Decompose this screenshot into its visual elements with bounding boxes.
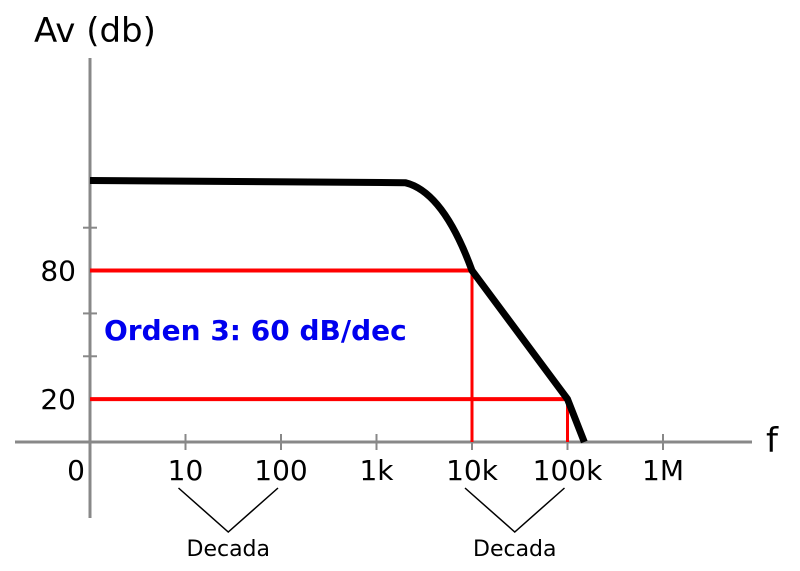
chart-marks: 0 10 100 1k 10k 100k 1M 20 80 Decada Decada: [40, 177, 684, 562]
y-tick-label: 80: [40, 255, 76, 288]
x-tick-label: 100: [254, 454, 307, 487]
decade-brace: [178, 487, 279, 534]
x-tick-label: 1k: [359, 454, 394, 487]
y-axis-title: Av (db): [34, 11, 156, 51]
decade-label: Decada: [187, 537, 271, 562]
decade-brace: [464, 487, 565, 534]
decade-label: Decada: [473, 537, 557, 562]
y-tick-label: 20: [40, 383, 76, 416]
x-tick-label: 0: [67, 454, 85, 487]
x-tick-label: 1M: [642, 454, 684, 487]
x-tick-label: 10: [168, 454, 204, 487]
x-tick-label: 10k: [446, 454, 499, 487]
annotation-label: Orden 3: 60 dB/dec: [104, 314, 407, 347]
x-tick-label: 100k: [533, 454, 603, 487]
x-axis-title: f: [766, 421, 779, 461]
response-curve: [89, 177, 588, 444]
axes: [15, 58, 752, 518]
